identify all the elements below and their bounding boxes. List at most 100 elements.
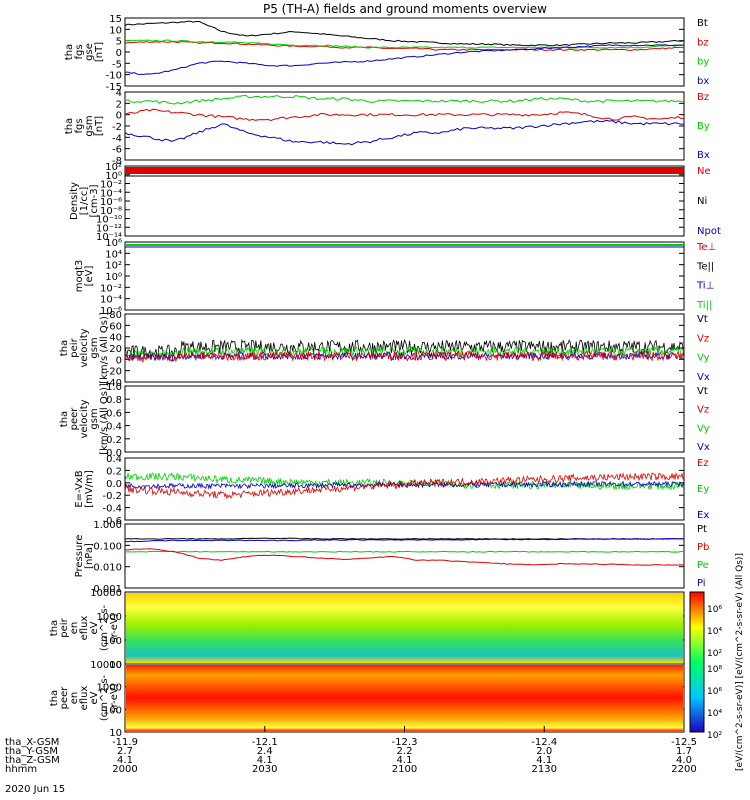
y-axis-label: velocity [79,328,90,367]
legend-label: Te|| [696,261,714,272]
y-axis-label: eV [89,621,100,634]
y-tick-label: -2 [112,122,122,133]
legend-label: Ti⊥ [696,281,714,292]
y-tick-label: 10⁻¹² [96,223,122,234]
y-axis-label: tha [64,118,75,134]
panel-peir_en_eflux: 10000 1000 100 10 tha peir en eflux eV (cm^2-s-sr… [49,588,685,671]
legend-label: Vz [697,333,709,344]
x-tick-label: 2200 [671,764,696,775]
figure-title: P5 (TH-A) fields and ground moments over… [263,2,547,16]
y-axis-label: eflux [79,686,90,711]
legend-label: Bz [697,92,709,103]
y-tick-label: 10⁻⁸ [100,206,122,217]
panel-efield: 0.40.2 0.0-0.2 -0.4-0.6 E=-VxB [mV/m] Ez Ey Ex [74,454,709,527]
y-axis-label: [nT] [94,116,105,136]
y-axis-label: peir [59,617,70,637]
colorbar-label: [eV/(cm^2-s-sr-eV)] [eV/(cm^2-s-sr-eV) (… [735,553,745,771]
legend-label: bz [697,37,709,48]
y-tick-label: 0.010 [93,563,122,574]
colorbar-tick-label: 10⁸ [707,665,722,675]
y-tick-label: 10² [105,162,122,173]
panel-frame [124,241,685,311]
legend-label: Npot [697,226,721,237]
y-axis-label: eflux [79,616,90,641]
y-axis-label: gsm [89,408,100,429]
y-axis-label: tha [64,44,75,60]
y-tick-label: 80 [109,310,122,321]
x-tick-label: 4.1 [397,755,413,766]
velocity-trace [124,345,685,361]
y-axis-label: tha [49,620,60,636]
panel-fgs_gsm: 420-2-4-6-8 tha fgs gsm [nT] Bz By Bx [64,88,710,167]
x-axis-row-label: tha_Z-GSM [5,755,60,766]
y-tick-label: -4 [112,133,122,144]
series-bz [124,40,685,51]
y-axis-label: tha [59,411,70,427]
x-tick-label: 2000 [112,764,137,775]
y-axis-label: tha [59,340,70,356]
y-tick-label: 10⁻¹⁰ [96,215,122,226]
y-tick-label: 0 [116,48,122,59]
y-tick-label: 10⁻⁴ [100,188,122,199]
colorbar-tick-label: 10⁶ [707,687,722,697]
legend-label: bx [697,76,709,87]
y-axis-label: peir [69,337,80,357]
y-axis-label: peer [69,407,80,431]
legend-label: Ey [697,484,709,495]
legend-label: Ex [697,510,709,521]
y-axis-label: eV [89,691,100,704]
colorbar-tick-label: 10⁴ [707,627,722,637]
y-axis-label: gsm [84,115,95,136]
legend-label: Vy [697,353,710,364]
y-tick-label: 15 [109,14,122,25]
series-Bz [124,108,685,122]
y-tick-label: 40 [109,333,122,344]
panel-pressure: 1.000 0.100 0.010 0.001 Pressure [nPa] Pt Pb Pe P… [74,520,709,595]
y-tick-label: -0.6 [102,516,122,527]
y-tick-label: 10000 [90,660,122,671]
y-tick-label: 0 [116,111,122,122]
series-bx [124,44,685,75]
y-axis-label: gse [84,43,95,61]
y-axis-label: fgs [74,118,85,133]
y-axis-label: [1/cc] [79,187,90,216]
y-tick-label: 100 [103,636,122,647]
legend-label: Vx [697,372,710,383]
x-tick-label: 4.1 [536,755,552,766]
x-tick-label: -12.1 [252,737,278,748]
y-axis-label: sr-eV) [109,613,120,642]
density-band [125,167,684,174]
y-tick-label: 0 [116,355,122,366]
y-tick-label: -5 [112,59,122,70]
x-tick-label: 2.4 [257,746,273,757]
y-axis-label: velocity [79,399,90,438]
y-tick-label: -20 [106,367,122,378]
legend-label: Pi [697,578,706,589]
y-tick-label: -6 [112,145,122,156]
y-tick-label: 10⁶ [105,238,122,249]
y-axis-label: gsm [89,337,100,358]
series-Pe [125,550,685,553]
colorbar-tick-label: 10⁴ [707,709,722,719]
y-tick-label: 5 [116,37,122,48]
legend-label: by [697,57,709,68]
y-tick-label: 0.4 [106,422,122,433]
x-tick-label: 1.7 [676,746,692,757]
y-axis-label: (cm^2-s- [99,604,110,651]
y-tick-label: 10⁻⁶ [100,306,122,317]
panel-frame [124,313,685,383]
panel-peer_velocity: 1.0 0.8 0.6 0.4 0.2 0.0 tha peer velocity gsm [km/… [59,382,710,459]
series-Pi [124,548,685,566]
y-tick-label: 20 [109,344,122,355]
legend-label: Ni [697,196,707,207]
x-tick-label: 2030 [252,764,277,775]
y-tick-label: 10⁻² [100,180,122,191]
legend-label: Ez [697,458,709,469]
x-tick-label: 2.0 [536,746,552,757]
series-Bx [124,119,685,146]
y-tick-label: -10 [106,71,122,82]
series-Bt [124,20,685,47]
colorbar-rect [689,591,705,733]
